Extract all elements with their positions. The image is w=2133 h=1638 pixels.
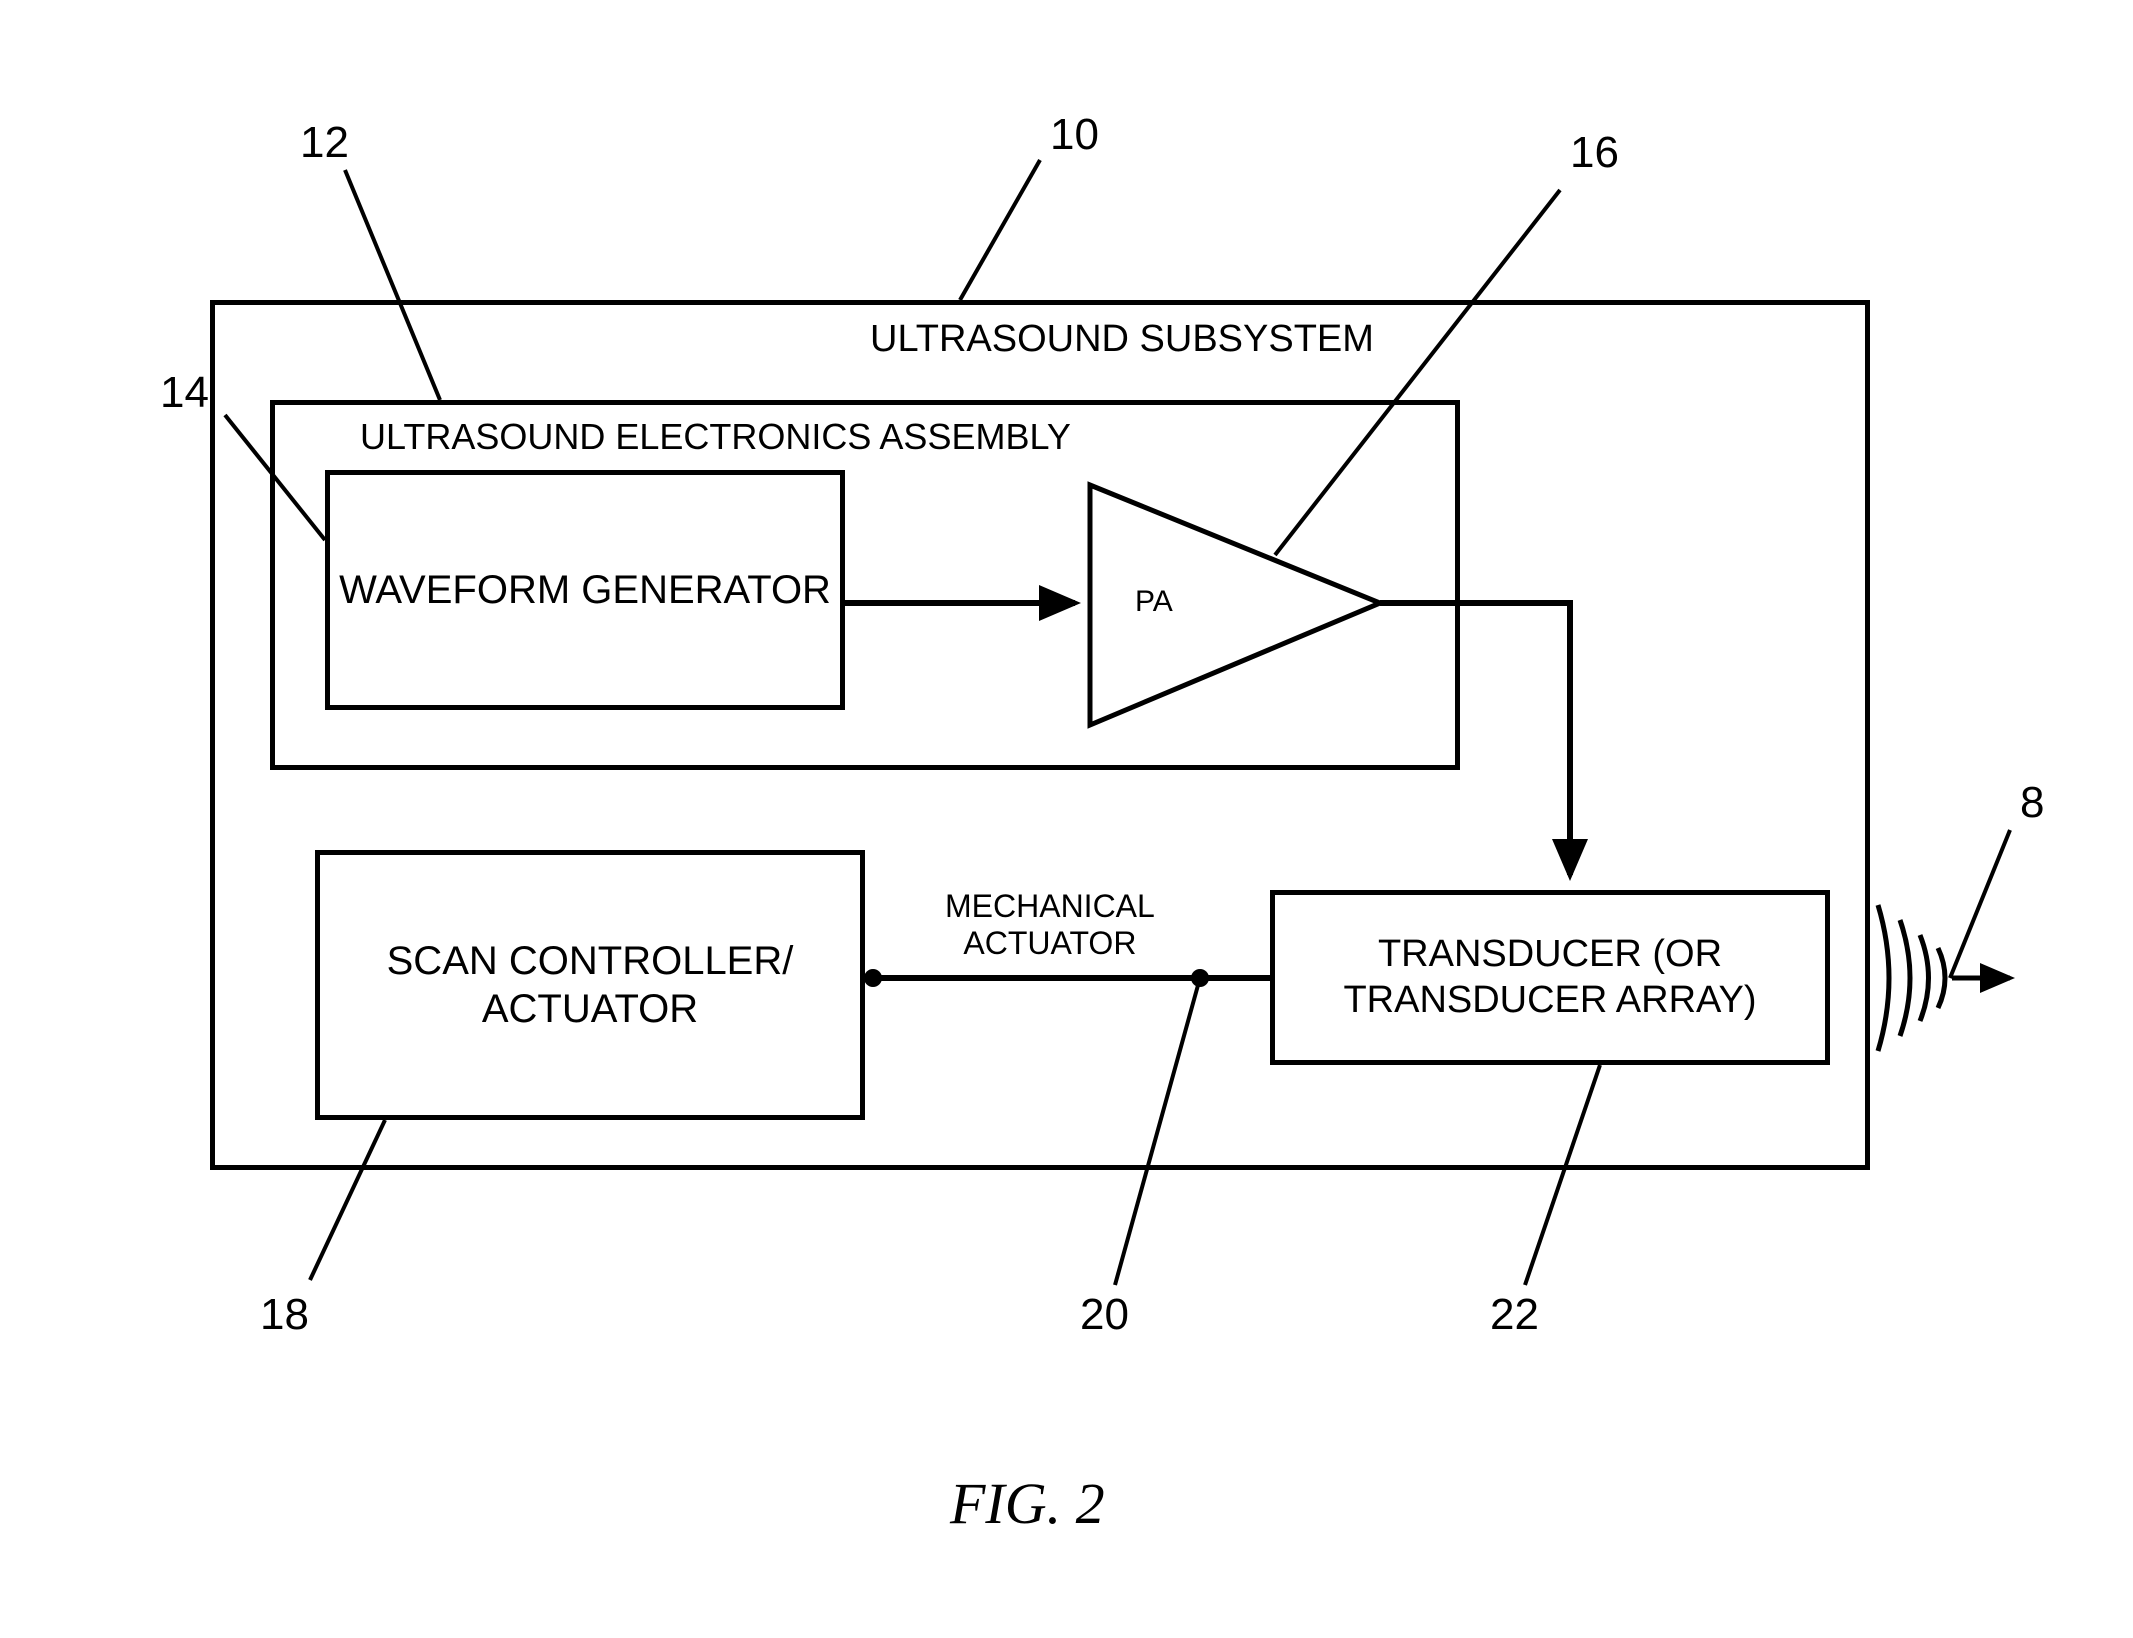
ref-22: 22 xyxy=(1490,1290,1539,1340)
ref-20: 20 xyxy=(1080,1290,1129,1340)
ref-14: 14 xyxy=(160,368,209,418)
diagram-canvas: ULTRASOUND SUBSYSTEM ULTRASOUND ELECTRON… xyxy=(0,0,2133,1638)
ref-16: 16 xyxy=(1570,128,1619,178)
mech-actuator-label: MECHANICAL ACTUATOR xyxy=(945,888,1155,962)
ref-12: 12 xyxy=(300,118,349,168)
ref-8: 8 xyxy=(2020,778,2044,828)
connectors xyxy=(0,0,2133,1638)
ref-18: 18 xyxy=(260,1290,309,1340)
ref-10: 10 xyxy=(1050,110,1099,160)
figure-label: FIG. 2 xyxy=(950,1470,1105,1537)
